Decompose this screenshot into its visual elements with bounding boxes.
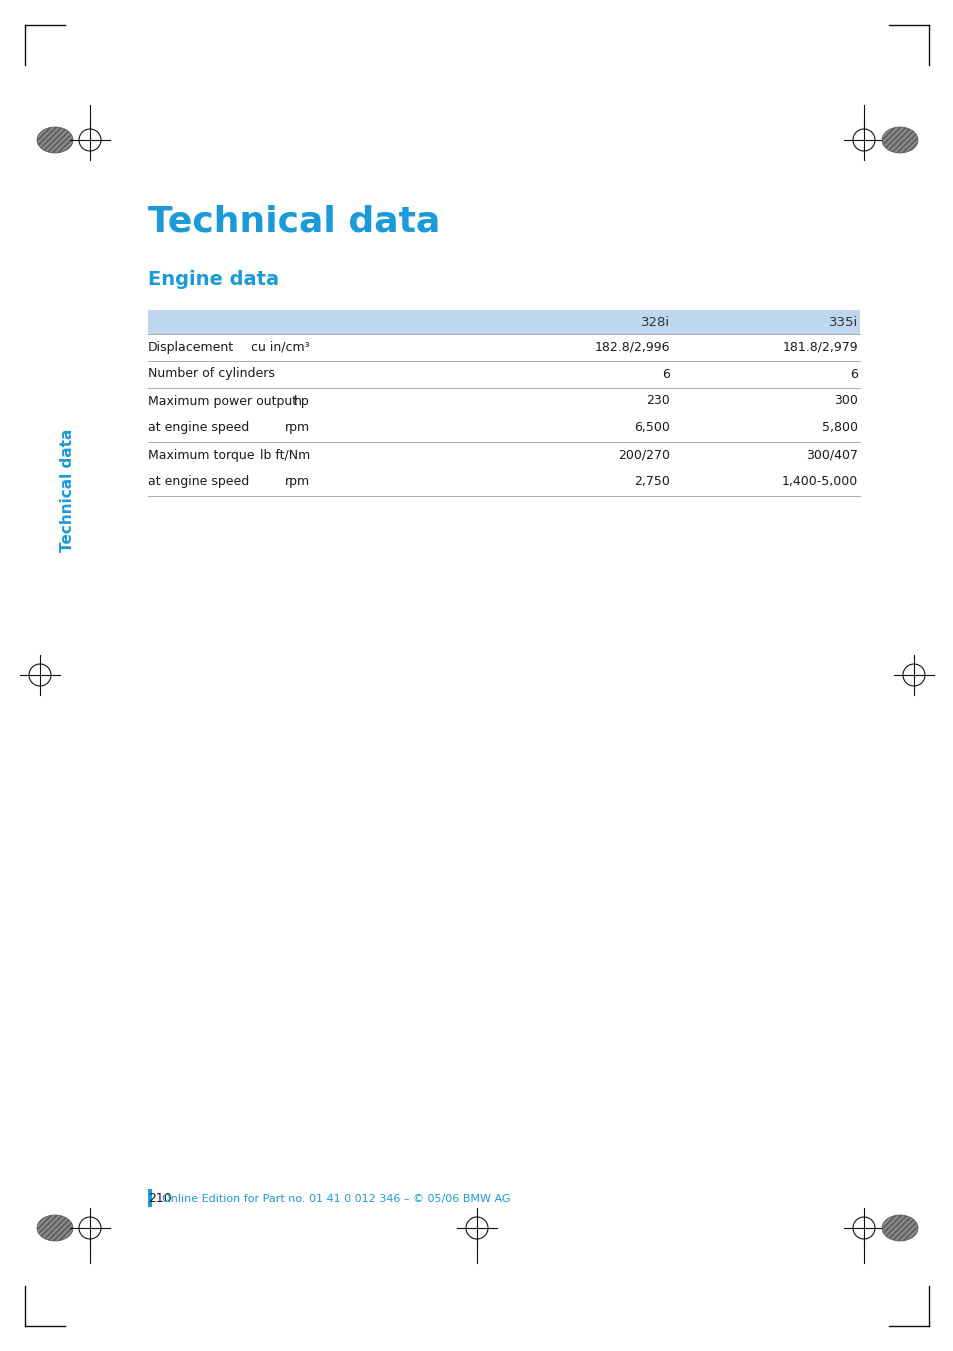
Text: 328i: 328i bbox=[640, 316, 669, 328]
Ellipse shape bbox=[37, 1215, 73, 1242]
Text: 6,500: 6,500 bbox=[634, 422, 669, 435]
Text: 2,750: 2,750 bbox=[634, 476, 669, 489]
Text: hp: hp bbox=[294, 394, 310, 408]
Text: at engine speed: at engine speed bbox=[148, 422, 249, 435]
Text: Technical data: Technical data bbox=[148, 205, 440, 239]
Text: 182.8/2,996: 182.8/2,996 bbox=[594, 340, 669, 354]
Text: 181.8/2,979: 181.8/2,979 bbox=[781, 340, 857, 354]
Ellipse shape bbox=[882, 1215, 917, 1242]
Ellipse shape bbox=[882, 127, 917, 153]
Text: 6: 6 bbox=[849, 367, 857, 381]
Text: 6: 6 bbox=[661, 367, 669, 381]
Text: Technical data: Technical data bbox=[60, 428, 75, 551]
Text: 335i: 335i bbox=[828, 316, 857, 328]
Text: 300/407: 300/407 bbox=[805, 449, 857, 462]
Text: rpm: rpm bbox=[285, 422, 310, 435]
Text: rpm: rpm bbox=[285, 476, 310, 489]
Text: 230: 230 bbox=[645, 394, 669, 408]
Text: 5,800: 5,800 bbox=[821, 422, 857, 435]
Text: cu in/cm³: cu in/cm³ bbox=[251, 340, 310, 354]
Text: lb ft/Nm: lb ft/Nm bbox=[259, 449, 310, 462]
Text: 1,400-5,000: 1,400-5,000 bbox=[781, 476, 857, 489]
Text: 300: 300 bbox=[833, 394, 857, 408]
Text: at engine speed: at engine speed bbox=[148, 476, 249, 489]
Ellipse shape bbox=[37, 127, 73, 153]
Text: Maximum torque: Maximum torque bbox=[148, 449, 254, 462]
Bar bbox=[148, 309, 859, 334]
Text: Engine data: Engine data bbox=[148, 270, 279, 289]
Text: Online Edition for Part no. 01 41 0 012 346 – © 05/06 BMW AG: Online Edition for Part no. 01 41 0 012 … bbox=[162, 1194, 510, 1204]
Text: 200/270: 200/270 bbox=[618, 449, 669, 462]
Bar bbox=[148, 1189, 152, 1206]
Text: Maximum power output: Maximum power output bbox=[148, 394, 296, 408]
Text: Displacement: Displacement bbox=[148, 340, 233, 354]
Text: 210: 210 bbox=[148, 1193, 172, 1205]
Text: Number of cylinders: Number of cylinders bbox=[148, 367, 274, 381]
